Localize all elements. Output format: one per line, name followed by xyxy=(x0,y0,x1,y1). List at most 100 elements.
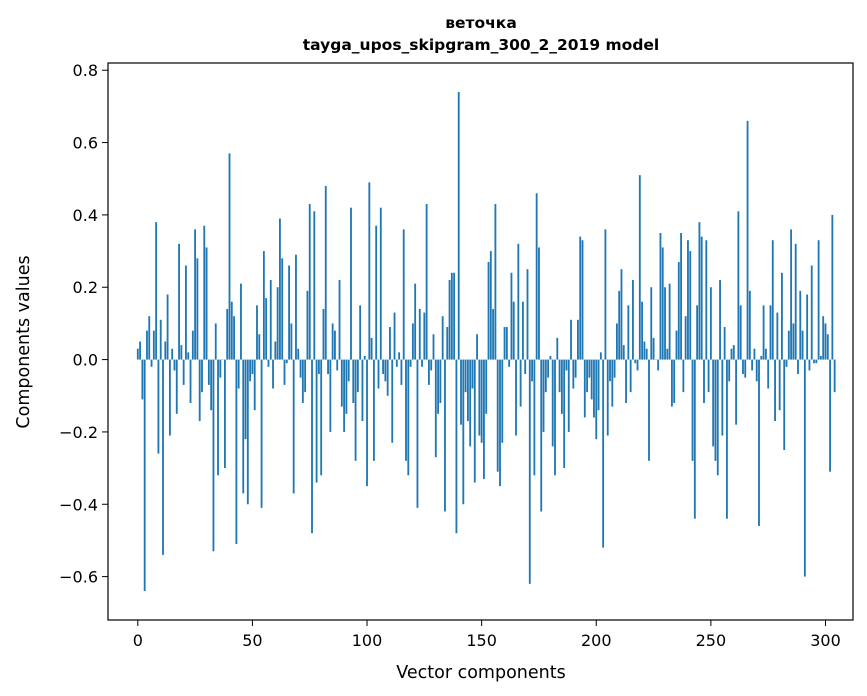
bar xyxy=(219,359,222,378)
bar xyxy=(760,355,763,360)
bar xyxy=(709,287,712,360)
bar xyxy=(439,359,442,403)
bar xyxy=(703,359,705,403)
bar xyxy=(829,359,831,472)
bar xyxy=(279,218,281,360)
bar xyxy=(409,359,412,367)
bar xyxy=(712,359,715,447)
bar xyxy=(175,359,178,414)
bar xyxy=(196,258,199,360)
bar xyxy=(778,359,781,411)
bar xyxy=(691,359,694,461)
bar xyxy=(265,298,268,360)
bar xyxy=(815,359,818,364)
bar xyxy=(570,319,572,360)
bar xyxy=(659,232,662,360)
bar xyxy=(155,222,158,360)
bar xyxy=(143,359,146,592)
bar xyxy=(214,323,217,360)
bar xyxy=(251,359,254,375)
bar xyxy=(748,290,751,360)
y-tick-label: −0.6 xyxy=(59,568,98,587)
bar xyxy=(258,334,261,360)
bar xyxy=(162,359,164,555)
bar xyxy=(356,359,359,393)
bar xyxy=(519,359,522,407)
bar xyxy=(228,153,231,360)
bar xyxy=(723,327,726,360)
bar xyxy=(613,359,616,378)
bar xyxy=(311,359,313,534)
bar xyxy=(425,204,428,360)
bar xyxy=(822,316,825,360)
bar xyxy=(565,359,568,371)
bar xyxy=(776,312,779,360)
bar xyxy=(803,359,806,577)
bar xyxy=(363,355,366,360)
bar xyxy=(758,359,760,526)
bar xyxy=(602,359,605,548)
bar xyxy=(340,359,343,407)
bar xyxy=(299,359,302,378)
bar xyxy=(563,359,566,469)
bar xyxy=(538,247,540,360)
bar xyxy=(345,359,348,414)
bar xyxy=(645,348,648,360)
bar xyxy=(742,359,744,375)
y-axis-label: Components values xyxy=(14,255,34,428)
bar xyxy=(698,222,701,360)
bar xyxy=(515,359,517,436)
bar xyxy=(611,359,614,407)
bar xyxy=(460,359,462,425)
bar xyxy=(510,272,513,360)
bar xyxy=(393,312,396,360)
bar xyxy=(322,308,325,360)
bar xyxy=(395,359,398,367)
bar xyxy=(260,359,263,508)
bar xyxy=(455,359,458,534)
bar xyxy=(382,359,384,375)
bar xyxy=(744,359,747,378)
bar xyxy=(295,254,297,360)
bar xyxy=(347,359,350,382)
bar xyxy=(528,359,531,584)
bar xyxy=(407,359,410,476)
bar xyxy=(372,359,375,461)
bar xyxy=(226,308,229,360)
bar xyxy=(288,265,291,360)
bar xyxy=(368,182,371,360)
bar xyxy=(198,359,201,422)
bar xyxy=(285,359,288,364)
bar xyxy=(152,330,155,360)
bar xyxy=(680,232,682,360)
bar xyxy=(554,359,556,476)
bar xyxy=(343,359,346,432)
bar xyxy=(817,240,820,360)
bar xyxy=(648,359,650,461)
x-tick-label: 100 xyxy=(352,631,383,650)
bar xyxy=(329,359,332,432)
bar xyxy=(306,290,309,360)
bar xyxy=(478,359,481,436)
bar xyxy=(494,204,497,360)
bar xyxy=(627,305,630,360)
bar xyxy=(432,334,435,360)
bar xyxy=(212,359,215,552)
bar xyxy=(448,280,451,360)
bar xyxy=(693,359,696,519)
bar xyxy=(661,247,664,360)
bar xyxy=(370,337,373,360)
bar xyxy=(503,327,506,360)
bar xyxy=(512,301,515,360)
bar xyxy=(334,330,336,360)
bar xyxy=(166,294,169,360)
bar xyxy=(753,348,756,360)
y-tick-label: 0.4 xyxy=(73,206,98,225)
bar xyxy=(783,359,786,450)
bar xyxy=(180,345,183,360)
bar xyxy=(434,359,437,458)
bar xyxy=(405,359,407,461)
bar xyxy=(794,243,797,360)
bar xyxy=(366,359,368,487)
